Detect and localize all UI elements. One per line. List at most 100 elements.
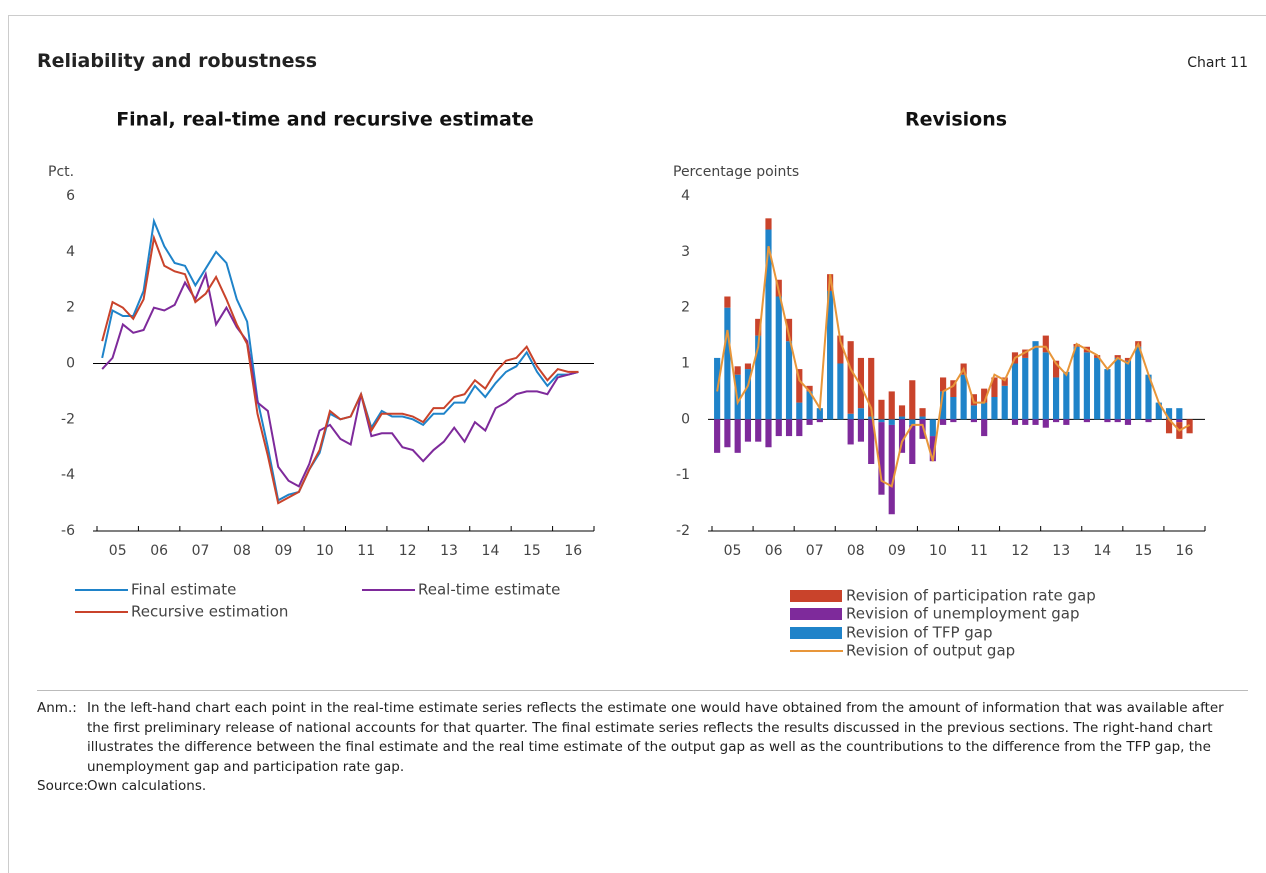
bar (1083, 352, 1090, 420)
bar (1186, 419, 1193, 434)
bar (878, 422, 885, 495)
y-tick-label: -2 (61, 411, 75, 427)
bar (857, 408, 865, 420)
bar (755, 419, 762, 442)
legend-label: Revision of unemployment gap (846, 605, 1080, 623)
bar (868, 357, 875, 417)
bar (847, 413, 854, 420)
bar (1176, 408, 1183, 420)
bar (1114, 355, 1121, 358)
bar (1022, 357, 1029, 420)
y-axis-unit: Pct. (48, 164, 74, 180)
x-tick-label: 09 (274, 543, 292, 559)
bar (837, 335, 844, 364)
x-tick-label: 13 (440, 543, 458, 559)
bar (878, 419, 885, 423)
x-tick-label: 08 (233, 543, 251, 559)
page-title: Reliability and robustness (37, 50, 318, 72)
bar (950, 397, 957, 420)
line-series (101, 234, 579, 505)
bar (724, 296, 731, 308)
note-text: In the left-hand chart each point in the… (87, 700, 1224, 775)
bar (1063, 419, 1070, 425)
x-tick-label: 13 (1052, 543, 1070, 559)
y-tick-label: 6 (66, 188, 75, 204)
x-tick-label: 10 (316, 543, 334, 559)
bar (1001, 377, 1008, 386)
bar (1114, 357, 1121, 420)
bar (888, 424, 895, 515)
bar (785, 341, 793, 420)
bar (1104, 419, 1111, 423)
x-tick-label: 08 (847, 543, 865, 559)
bar (1042, 335, 1049, 353)
legend-label: Real-time estimate (418, 581, 560, 599)
x-tick-label: 05 (109, 543, 127, 559)
bar (888, 391, 895, 420)
bar (1042, 352, 1049, 420)
x-tick-label: 07 (806, 543, 824, 559)
bar (1094, 357, 1101, 420)
bar (1032, 419, 1039, 425)
bar (1124, 360, 1132, 420)
bar (1176, 419, 1183, 423)
bar (898, 405, 906, 417)
bar (1083, 419, 1090, 423)
x-tick-label: 12 (399, 543, 417, 559)
bar (806, 419, 813, 425)
bar (734, 419, 741, 453)
bar (1114, 419, 1121, 423)
bar (1001, 385, 1008, 420)
bar (734, 366, 741, 375)
legend-label: Revision of output gap (846, 642, 1015, 660)
bar (714, 419, 721, 453)
bar (724, 419, 731, 448)
line-series (101, 270, 579, 488)
bar (806, 385, 813, 392)
x-tick-label: 05 (724, 543, 742, 559)
bar (1032, 341, 1039, 420)
bar (1052, 360, 1060, 378)
bar (1155, 402, 1162, 420)
bar (775, 296, 782, 420)
source-row: Source: Own calculations. (37, 777, 1248, 797)
source-text: Own calculations. (87, 778, 207, 794)
bar (1022, 419, 1029, 425)
bar (755, 335, 762, 420)
bar (1104, 369, 1111, 420)
x-tick-label: 07 (192, 543, 210, 559)
y-tick-label: 3 (681, 244, 690, 260)
y-tick-label: -6 (61, 523, 75, 539)
bar (878, 399, 885, 420)
bar (775, 419, 782, 437)
bar (1145, 419, 1152, 423)
chart-title: Final, real-time and recursive estimate (116, 109, 534, 131)
bar (991, 397, 998, 420)
bar (970, 405, 977, 420)
chart-title: Revisions (905, 109, 1007, 131)
bar (1011, 363, 1019, 420)
bar (816, 408, 823, 420)
bar (898, 416, 906, 420)
y-axis-unit: Percentage points (673, 164, 799, 180)
bar (1124, 419, 1132, 425)
y-tick-label: 2 (681, 300, 690, 316)
bar (981, 419, 988, 437)
legend-swatch (790, 590, 842, 602)
bar (888, 419, 895, 425)
bar (765, 419, 772, 448)
y-tick-label: -4 (61, 467, 75, 483)
notes: Anm.: In the left-hand chart each point … (37, 690, 1248, 797)
bar (898, 419, 906, 453)
bar (765, 229, 772, 420)
bar (950, 419, 957, 423)
bar (1011, 419, 1019, 425)
bar (744, 369, 752, 420)
bar (796, 369, 803, 403)
y-tick-label: -1 (676, 467, 690, 483)
bar (806, 391, 813, 420)
bar (960, 374, 967, 420)
bar (744, 363, 752, 370)
y-tick-label: 0 (66, 356, 75, 372)
